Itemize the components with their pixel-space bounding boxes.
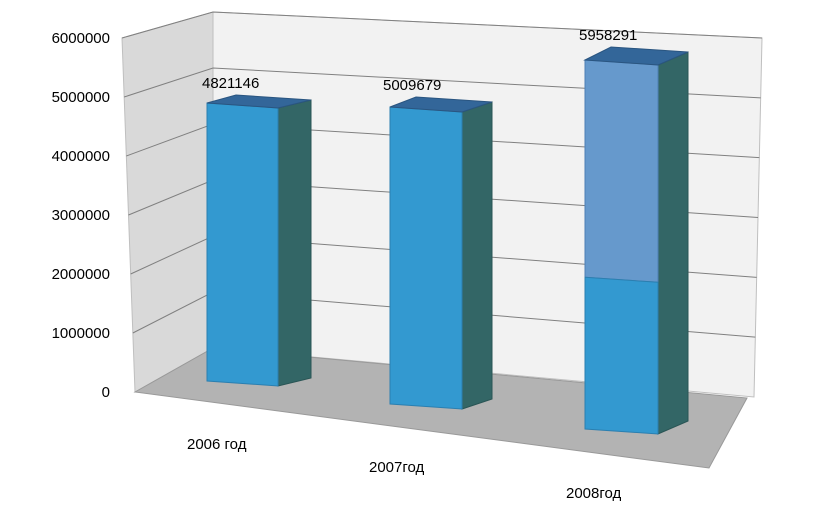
x-axis-categories: 2006 год 2007год 2008год [187, 436, 622, 502]
data-labels: 4821146 5009679 5958291 [202, 27, 637, 94]
y-tick-label: 3000000 [52, 207, 110, 224]
y-tick-label: 6000000 [52, 30, 110, 47]
y-tick-label: 4000000 [52, 148, 110, 165]
bar-front [389, 106, 463, 410]
gridline [121, 11, 763, 39]
bar-2 [389, 96, 493, 410]
bar-side [461, 101, 493, 410]
bar-top [389, 96, 493, 113]
y-tick-label: 5000000 [52, 89, 110, 106]
y-tick-label: 2000000 [52, 266, 110, 283]
y-tick-label: 1000000 [52, 325, 110, 342]
bars [206, 46, 689, 435]
bar-side [277, 99, 312, 387]
x-category-label: 2006 год [187, 436, 247, 453]
side-wall [121, 11, 214, 393]
bar-side [657, 51, 689, 435]
bar-top [206, 94, 312, 109]
gridline [124, 67, 761, 99]
bar-front-lower [584, 276, 659, 435]
x-category-label: 2008год [566, 485, 622, 502]
data-label: 5009679 [383, 77, 441, 94]
bar-top [583, 46, 689, 66]
bar-front-upper [584, 59, 659, 283]
x-category-label: 2007год [369, 459, 425, 476]
y-tick-label: 0 [102, 384, 110, 401]
bar-3 [583, 46, 689, 435]
data-label: 4821146 [202, 75, 259, 92]
bar-1 [206, 94, 312, 387]
data-label: 5958291 [579, 27, 637, 44]
y-axis-ticks: 0 1000000 2000000 3000000 4000000 5000000 6000… [52, 30, 110, 401]
bar-front [206, 102, 279, 387]
